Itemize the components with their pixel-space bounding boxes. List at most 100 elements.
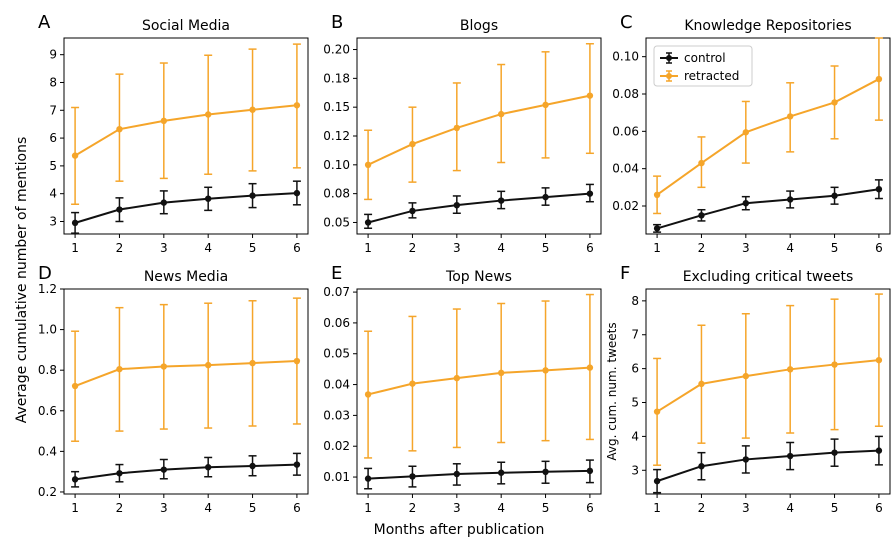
y-tick-label: 4 xyxy=(49,187,57,201)
panel-letter: D xyxy=(38,263,52,284)
panel-b: B Blogs 1 2 3 4 5 6 0.05 0.08 0.10 0.12 0.15 0.18 0.20 xyxy=(323,12,602,255)
y-tick-label: 9 xyxy=(49,48,57,62)
data-point xyxy=(160,199,168,206)
y-tick-label: 0.20 xyxy=(323,43,350,57)
panel-letter: B xyxy=(331,12,343,33)
x-tick-label: 6 xyxy=(586,241,594,255)
x-tick-label: 4 xyxy=(497,241,505,255)
y-tick-label: 8 xyxy=(49,75,57,89)
series-line xyxy=(656,188,880,230)
y-tick-label: 7 xyxy=(49,103,57,117)
legend-label: retracted xyxy=(684,69,739,83)
y-tick-label: 3 xyxy=(631,463,639,477)
data-point xyxy=(786,113,794,120)
data-point xyxy=(497,469,505,476)
series-retracted xyxy=(71,43,301,206)
data-point xyxy=(116,125,123,133)
legend-label: control xyxy=(684,51,726,65)
data-point xyxy=(364,161,372,169)
panel-letter: A xyxy=(38,12,51,33)
data-point xyxy=(831,99,838,106)
legend-marker xyxy=(666,55,672,61)
data-point xyxy=(71,219,79,227)
axes-frame xyxy=(356,288,602,495)
y-tick-label: 5 xyxy=(49,159,57,173)
data-point xyxy=(542,468,549,476)
x-tick-label: 4 xyxy=(204,241,212,255)
data-point xyxy=(204,464,212,471)
data-point xyxy=(742,200,750,207)
series-line xyxy=(656,449,879,483)
series-line xyxy=(74,360,297,387)
figure-ylabel: Average cumulative number of mentions xyxy=(14,137,30,424)
axes-frame xyxy=(645,37,891,235)
series-retracted xyxy=(364,293,594,459)
panel-letter: E xyxy=(331,263,342,284)
data-point xyxy=(364,219,372,226)
y-tick-label: 0.2 xyxy=(38,485,57,499)
series-control xyxy=(71,452,301,488)
y-tick-label: 6 xyxy=(631,362,639,376)
x-tick-label: 5 xyxy=(249,501,257,515)
data-point xyxy=(409,380,416,387)
data-point xyxy=(742,129,750,136)
y-tick-label: 0.04 xyxy=(323,378,350,392)
data-point xyxy=(586,364,594,371)
x-tick-label: 6 xyxy=(293,501,301,515)
data-point xyxy=(293,102,301,109)
panel-d: D News Media 1 2 3 4 5 6 0.2 0.4 0.6 0.8 1.0 1.2 xyxy=(38,263,309,515)
x-tick-label: 4 xyxy=(786,501,794,515)
x-tick-label: 3 xyxy=(453,241,461,255)
data-point xyxy=(698,380,705,388)
x-tick-label: 2 xyxy=(698,241,706,255)
y-tick-label: 0.02 xyxy=(612,199,639,213)
legend-box xyxy=(653,45,753,87)
y-tick-label: 0.08 xyxy=(612,87,639,101)
data-point xyxy=(453,374,461,382)
series-control xyxy=(653,435,883,494)
data-point xyxy=(249,462,256,470)
series-retracted xyxy=(653,37,883,215)
data-point xyxy=(653,408,661,415)
series-control xyxy=(71,180,301,234)
data-point xyxy=(698,159,705,167)
axes-frame xyxy=(63,288,309,495)
panel-e: E Top News 1 2 3 4 5 6 0.01 0.02 0.03 0.04 0.05 0.06 0… xyxy=(323,263,602,515)
data-point xyxy=(875,186,883,193)
data-point xyxy=(116,365,123,373)
series-line xyxy=(367,94,591,166)
series-line xyxy=(367,366,590,396)
data-point xyxy=(497,110,505,118)
panel-c: C Knowledge Repositories 1 2 3 4 5 6 0.02 0.04 0.0… xyxy=(612,12,891,255)
y-tick-label: 0.07 xyxy=(323,285,350,299)
data-point xyxy=(586,190,594,197)
series-retracted xyxy=(364,43,594,201)
data-point xyxy=(293,461,301,468)
data-point xyxy=(542,193,549,201)
panel-title: News Media xyxy=(144,269,228,285)
series-line xyxy=(74,192,297,224)
y-tick-label: 1.0 xyxy=(38,323,57,337)
data-point xyxy=(742,456,750,463)
x-tick-label: 4 xyxy=(786,241,794,255)
series-line xyxy=(74,463,297,481)
y-tick-label: 0.03 xyxy=(323,408,350,422)
data-point xyxy=(160,466,168,473)
data-point xyxy=(497,197,505,204)
x-tick-label: 2 xyxy=(116,501,124,515)
data-point xyxy=(875,447,883,454)
series-line xyxy=(656,78,880,196)
x-tick-label: 6 xyxy=(875,241,883,255)
y-tick-label: 0.05 xyxy=(323,347,350,361)
x-tick-label: 3 xyxy=(160,501,168,515)
axes-frame xyxy=(645,288,891,495)
x-tick-label: 6 xyxy=(875,501,883,515)
x-tick-label: 5 xyxy=(542,501,550,515)
data-point xyxy=(409,473,416,480)
data-point xyxy=(831,449,838,456)
data-point xyxy=(653,191,661,198)
x-tick-label: 1 xyxy=(653,241,661,255)
data-point xyxy=(204,361,212,369)
x-tick-label: 1 xyxy=(364,501,372,515)
series-line xyxy=(367,192,590,224)
